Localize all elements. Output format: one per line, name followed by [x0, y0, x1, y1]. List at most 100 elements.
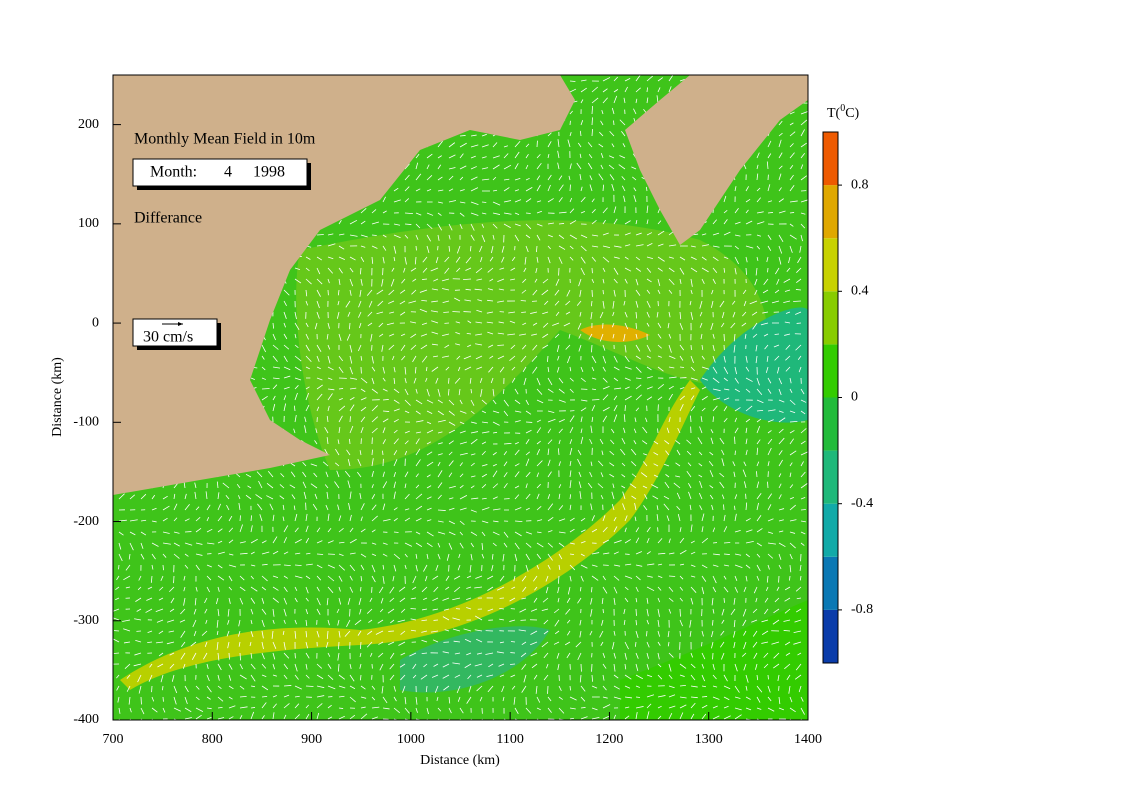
- current-arrow: [432, 639, 439, 643]
- current-arrow: [349, 552, 356, 555]
- current-arrow: [745, 502, 748, 511]
- current-arrow: [272, 366, 281, 369]
- current-arrow: [437, 399, 443, 404]
- current-arrow: [701, 366, 710, 370]
- current-arrow: [564, 641, 571, 646]
- current-arrow: [587, 162, 593, 170]
- current-arrow: [657, 608, 660, 617]
- current-arrow: [393, 707, 401, 714]
- current-arrow: [635, 674, 644, 680]
- current-arrow: [679, 663, 687, 669]
- current-arrow: [470, 410, 475, 415]
- current-arrow: [129, 531, 136, 536]
- current-arrow: [569, 494, 572, 500]
- current-arrow: [635, 384, 642, 390]
- current-arrow: [432, 355, 439, 358]
- current-arrow: [498, 288, 505, 291]
- current-arrow: [602, 344, 606, 351]
- current-arrow: [245, 494, 252, 500]
- current-arrow: [415, 388, 418, 394]
- current-arrow: [613, 404, 618, 412]
- current-arrow: [525, 483, 528, 489]
- colorbar-tick-label: 0: [851, 390, 858, 405]
- current-arrow: [456, 245, 461, 254]
- current-arrow: [393, 234, 401, 239]
- current-arrow: [503, 200, 512, 203]
- current-arrow: [476, 366, 483, 370]
- current-arrow: [635, 289, 641, 296]
- current-arrow: [558, 256, 563, 264]
- current-arrow: [312, 503, 318, 511]
- current-arrow: [590, 597, 593, 605]
- current-arrow: [589, 471, 593, 478]
- current-arrow: [250, 538, 258, 544]
- current-arrow: [657, 322, 662, 329]
- current-arrow: [635, 333, 638, 339]
- current-arrow: [532, 366, 538, 374]
- current-arrow: [793, 630, 802, 634]
- current-arrow: [261, 575, 268, 582]
- title: Monthly Mean Field in 10m: [134, 131, 316, 148]
- current-arrow: [316, 384, 323, 390]
- current-arrow: [613, 76, 619, 82]
- current-arrow: [327, 575, 335, 582]
- current-arrow: [767, 447, 772, 456]
- current-arrow: [454, 297, 461, 302]
- current-arrow: [283, 525, 289, 533]
- current-arrow: [426, 223, 433, 230]
- current-arrow: [698, 492, 703, 500]
- current-arrow: [777, 674, 780, 681]
- current-arrow: [140, 531, 147, 536]
- current-arrow: [679, 575, 684, 580]
- current-arrow: [366, 641, 373, 648]
- current-arrow: [547, 388, 554, 393]
- current-arrow: [501, 245, 505, 253]
- current-arrow: [701, 704, 708, 709]
- current-arrow: [382, 366, 385, 374]
- current-arrow: [283, 322, 286, 328]
- current-arrow: [404, 212, 413, 215]
- current-arrow: [316, 586, 320, 592]
- current-arrow: [646, 87, 648, 93]
- current-arrow: [415, 707, 418, 713]
- current-arrow: [360, 674, 362, 681]
- current-arrow: [789, 420, 798, 423]
- current-arrow: [404, 234, 409, 239]
- current-arrow: [613, 377, 619, 382]
- current-arrow: [536, 399, 544, 404]
- current-arrow: [415, 438, 420, 445]
- current-arrow: [463, 278, 472, 281]
- current-arrow: [800, 119, 808, 126]
- current-arrow: [679, 537, 685, 544]
- current-arrow: [569, 460, 572, 467]
- current-arrow: [599, 333, 604, 342]
- current-arrow: [547, 494, 551, 500]
- current-arrow: [546, 663, 549, 669]
- current-arrow: [602, 377, 608, 383]
- current-arrow: [269, 503, 274, 511]
- current-arrow: [789, 377, 792, 384]
- current-arrow: [305, 608, 309, 615]
- current-arrow: [569, 208, 575, 214]
- current-arrow: [613, 278, 618, 284]
- cool-patch: [400, 626, 550, 693]
- current-arrow: [679, 597, 683, 602]
- current-arrow: [542, 344, 549, 349]
- current-arrow: [359, 652, 362, 658]
- current-arrow: [646, 694, 655, 698]
- current-arrow: [409, 652, 417, 657]
- current-arrow: [668, 333, 672, 339]
- current-arrow: [751, 619, 758, 623]
- current-arrow: [389, 311, 395, 314]
- current-arrow: [316, 393, 323, 401]
- current-arrow: [536, 388, 543, 395]
- current-arrow: [679, 322, 684, 330]
- current-arrow: [228, 696, 233, 700]
- current-arrow: [316, 355, 320, 362]
- current-arrow: [580, 366, 584, 373]
- current-arrow: [357, 471, 362, 478]
- current-arrow: [733, 641, 736, 648]
- current-arrow: [635, 75, 641, 82]
- current-arrow: [492, 542, 497, 547]
- current-arrow: [338, 674, 346, 680]
